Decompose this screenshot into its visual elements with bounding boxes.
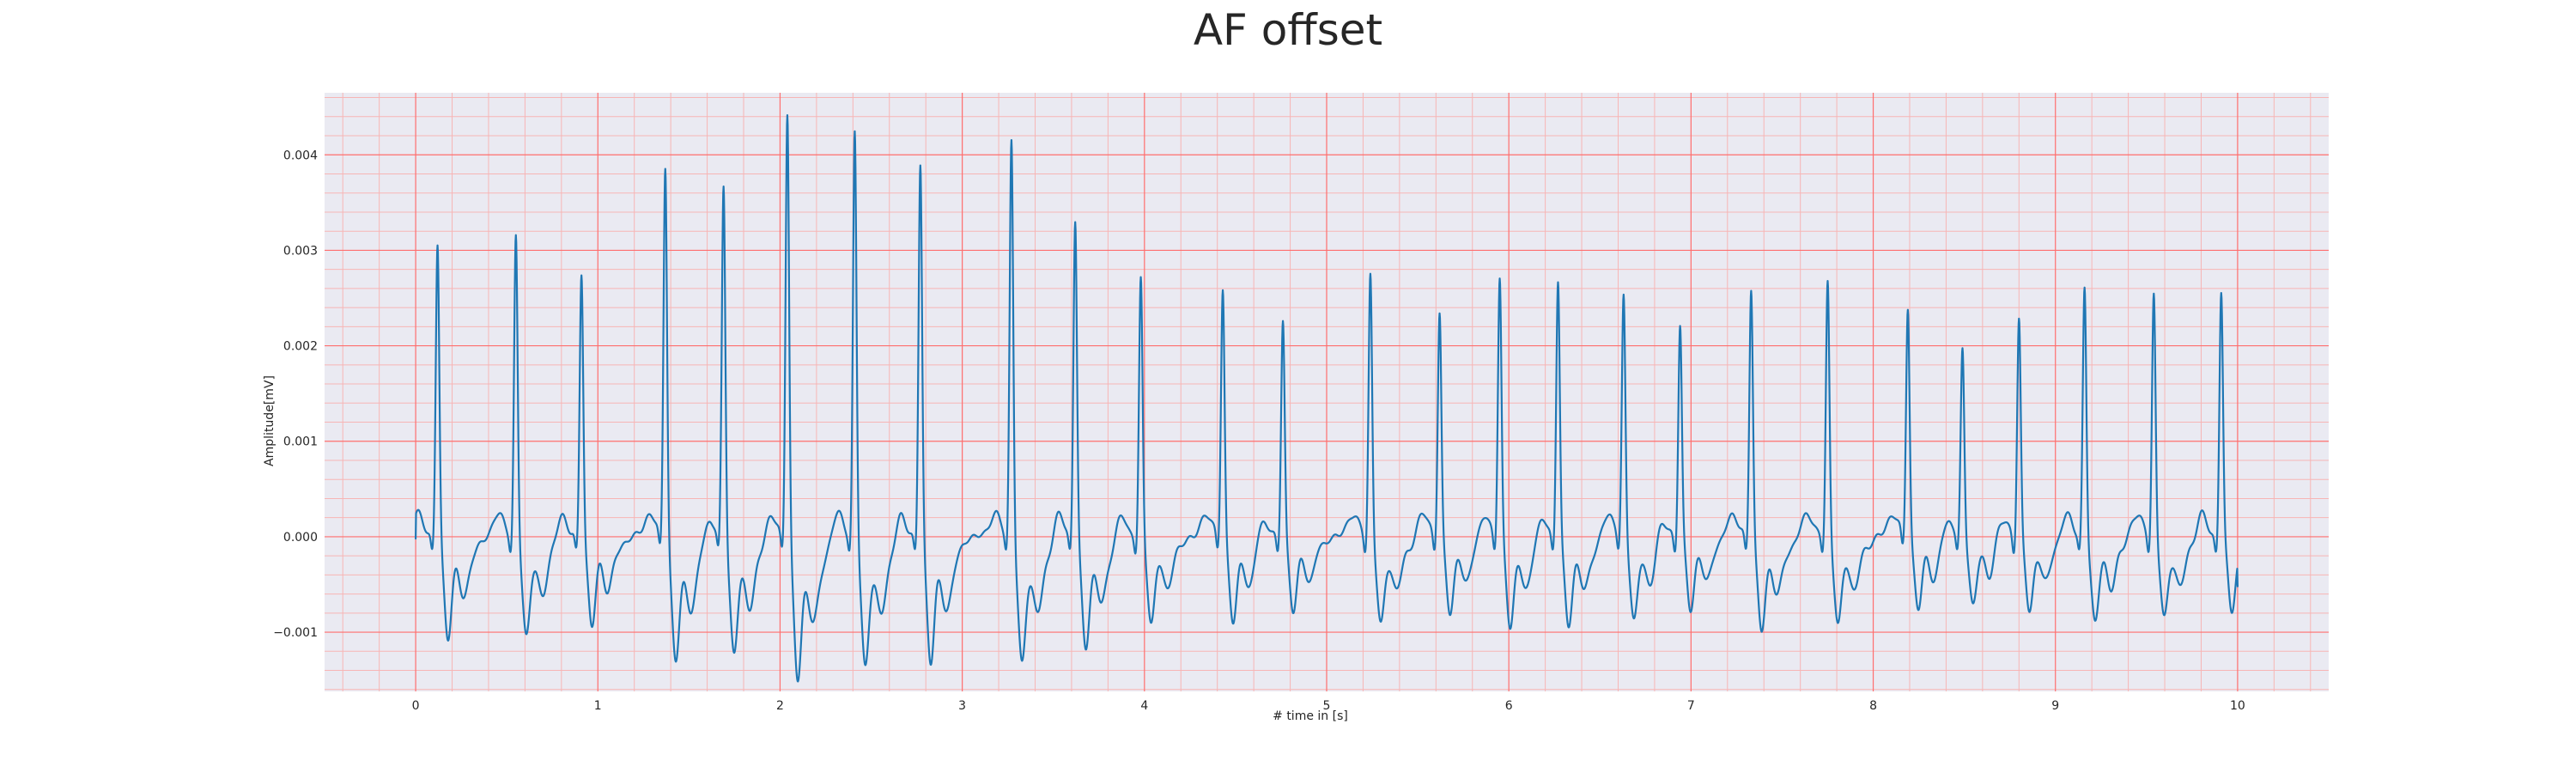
x-tick-label-2: 2 [776,699,784,713]
x-tick-label-0: 0 [412,699,420,713]
x-tick-label-8: 8 [1869,699,1877,713]
x-tick-label-4: 4 [1140,699,1148,713]
y-axis-label: Amplitude[mV] [263,375,276,466]
x-tick-label-3: 3 [958,699,966,713]
y-tick-label-2: 0.001 [283,435,318,449]
plot-area [325,93,2329,691]
ecg-series-line [414,114,2239,683]
y-axis-ticks: −0.001 0.000 0.001 0.002 0.003 0.004 [273,149,318,640]
x-tick-label-10: 10 [2230,699,2245,713]
y-tick-label-0: −0.001 [273,626,318,640]
x-tick-label-7: 7 [1687,699,1695,713]
x-tick-label-5: 5 [1323,699,1331,713]
x-tick-label-9: 9 [2051,699,2059,713]
x-tick-label-6: 6 [1505,699,1513,713]
chart-title: AF offset [1194,5,1382,55]
y-tick-label-5: 0.004 [283,149,318,162]
x-tick-label-1: 1 [594,699,602,713]
y-tick-label-3: 0.002 [283,340,318,354]
y-tick-label-4: 0.003 [283,244,318,258]
x-axis-ticks: 0 1 2 3 4 5 6 7 8 9 10 [412,699,2245,713]
x-axis-label: # time in [s] [1273,709,1348,723]
y-tick-label-1: 0.000 [283,531,318,545]
